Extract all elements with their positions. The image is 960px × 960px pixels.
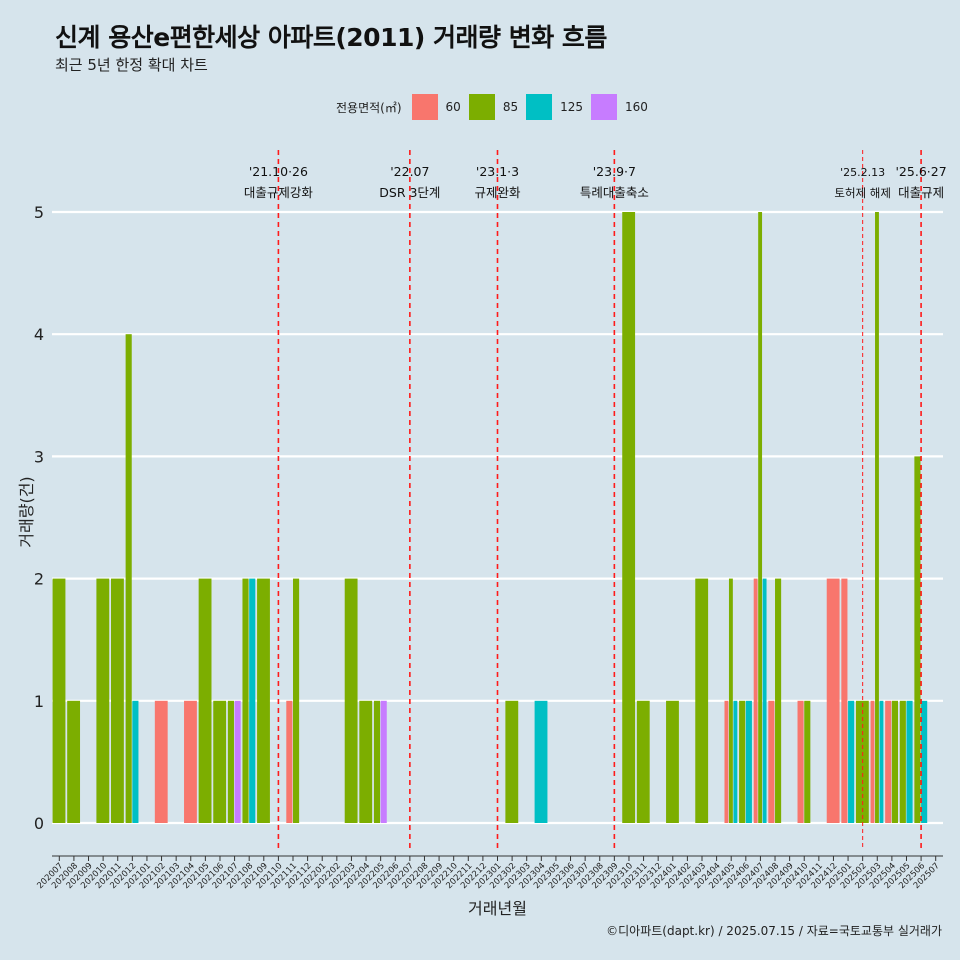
annotation-label-2: 규제완화 xyxy=(474,185,521,200)
annotation-date-4: '25.2.13 xyxy=(840,166,885,179)
legend-swatch-85 xyxy=(468,94,495,120)
bar-202108-125 xyxy=(249,578,256,823)
bar-202012-125 xyxy=(132,700,139,823)
annotation-label-0: 대출규제강화 xyxy=(244,185,314,200)
legend-item-85: 85 xyxy=(468,94,519,120)
bar-202501-60 xyxy=(841,578,848,823)
bar-202011-85 xyxy=(111,578,124,823)
x-axis-title: 거래년월 xyxy=(468,899,527,918)
bar-202205-160 xyxy=(380,700,387,823)
bar-202410-85 xyxy=(804,700,811,823)
bar-202408-60 xyxy=(768,700,775,823)
y-tick-label-4: 4 xyxy=(34,325,44,344)
legend-label-125: 125 xyxy=(560,100,583,114)
bar-202106-85 xyxy=(213,700,227,823)
bar-202111-60 xyxy=(286,700,293,823)
bar-202203-85 xyxy=(344,578,358,823)
legend-item-60: 60 xyxy=(411,94,461,120)
bar-202007-85 xyxy=(52,578,66,823)
bar-202012-85 xyxy=(125,334,132,823)
bar-202108-85 xyxy=(242,578,249,823)
legend-item-160: 160 xyxy=(591,94,648,120)
legend-label-160: 160 xyxy=(625,100,648,114)
bar-202410-60 xyxy=(797,700,804,823)
legend: 전용면적(㎡) 60 85 125 160 xyxy=(336,93,656,121)
y-tick-label-1: 1 xyxy=(34,692,44,711)
bar-202111-85 xyxy=(293,578,300,823)
bar-202109-85 xyxy=(257,578,270,823)
chart-title: 신계 용산e편한세상 아파트(2011) 거래량 변화 흐름 xyxy=(55,23,607,52)
annotation-date-1: '22.07 xyxy=(390,164,429,179)
bar-202304-125 xyxy=(534,700,548,823)
annotation-date-5: '25.6·27 xyxy=(896,164,947,179)
bar-202505-125 xyxy=(906,700,913,823)
bar-202107-160 xyxy=(234,700,241,823)
bar-202503-85 xyxy=(875,212,879,823)
legend-title: 전용면적(㎡) xyxy=(336,100,402,115)
bar-202204-85 xyxy=(359,700,373,823)
legend-swatch-160 xyxy=(591,94,617,120)
bar-202010-85 xyxy=(96,578,110,823)
annotation-date-3: '23.9·7 xyxy=(593,164,636,179)
bar-202105-85 xyxy=(198,578,212,823)
y-tick-label-3: 3 xyxy=(34,447,44,466)
bar-202107-85 xyxy=(227,700,234,823)
bar-202405-85 xyxy=(728,578,733,823)
chart-subtitle: 최근 5년 한정 확대 차트 xyxy=(55,56,208,74)
bar-202503-60 xyxy=(870,700,875,823)
bar-202407-60 xyxy=(753,578,758,823)
y-tick-label-2: 2 xyxy=(34,570,44,589)
bar-202506-125 xyxy=(921,700,928,823)
bar-202405-125 xyxy=(733,700,738,823)
bar-202501-125 xyxy=(848,700,855,823)
bar-202403-85 xyxy=(695,578,709,823)
annotation-date-0: '21.10·26 xyxy=(249,164,308,179)
legend-label-60: 60 xyxy=(445,100,461,114)
bar-202104-60 xyxy=(184,700,197,823)
bar-202506-85 xyxy=(914,456,921,823)
bar-202504-85 xyxy=(891,700,898,823)
y-tick-label-5: 5 xyxy=(34,203,44,222)
bar-202205-85 xyxy=(373,700,381,823)
bar-202008-85 xyxy=(67,700,81,823)
bar-202412-60 xyxy=(826,578,840,823)
chart-caption: ©디아파트(dapt.kr) / 2025.07.15 / 자료=국토교통부 실… xyxy=(606,924,942,938)
annotation-label-5: 대출규제 xyxy=(898,185,944,200)
bar-202408-85 xyxy=(775,578,782,823)
bar-202310-85 xyxy=(622,212,636,823)
annotation-label-1: DSR 3단계 xyxy=(379,185,440,200)
bar-202406-85 xyxy=(739,700,746,823)
annotation-date-2: '23.1·3 xyxy=(476,164,519,179)
bar-202405-60 xyxy=(724,700,729,823)
bar-202311-85 xyxy=(636,700,650,823)
y-tick-label-0: 0 xyxy=(34,814,44,833)
bar-202102-60 xyxy=(154,700,168,823)
bar-202504-60 xyxy=(885,700,892,823)
bar-202302-85 xyxy=(505,700,519,823)
bar-202407-85 xyxy=(758,212,763,823)
bar-202401-85 xyxy=(666,700,679,823)
legend-item-125: 125 xyxy=(526,94,583,120)
annotation-label-3: 특례대출축소 xyxy=(580,185,649,200)
bar-202505-85 xyxy=(899,700,906,823)
annotation-label-4: 토허제 해제 xyxy=(834,186,891,200)
legend-swatch-60 xyxy=(411,94,438,120)
y-axis-title: 거래량(건) xyxy=(17,476,36,547)
bar-202503-125 xyxy=(879,700,884,823)
bar-202407-125 xyxy=(762,578,767,823)
legend-label-85: 85 xyxy=(502,100,519,114)
bar-202406-125 xyxy=(745,700,752,823)
legend-swatch-125 xyxy=(526,94,553,120)
